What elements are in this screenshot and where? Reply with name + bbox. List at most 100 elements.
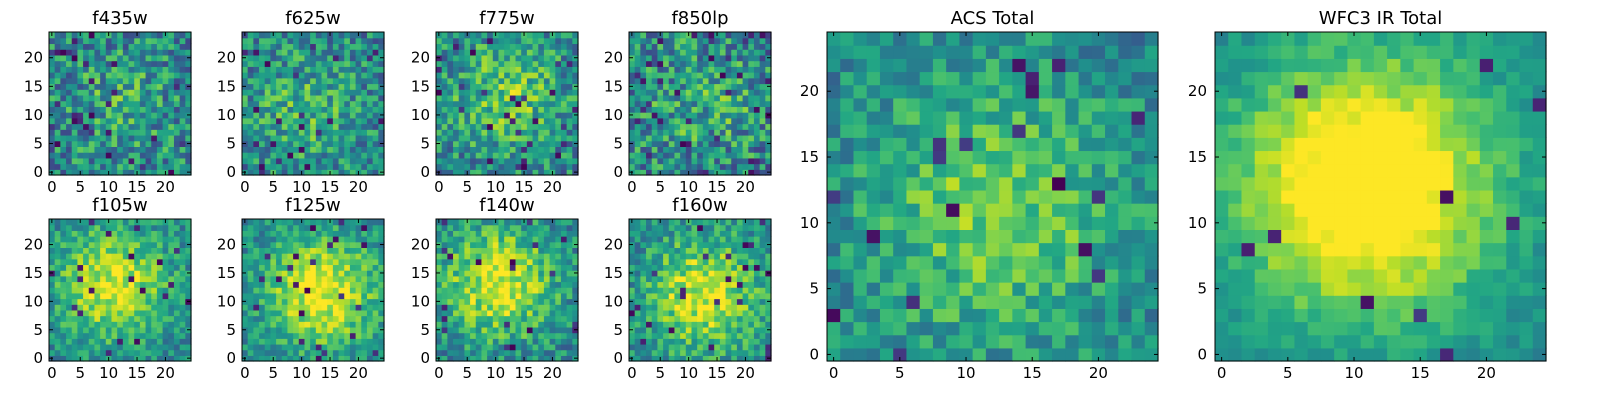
heatmap-cell [327, 253, 334, 260]
heatmap-cell [765, 89, 772, 96]
heatmap-cell [100, 123, 107, 130]
heatmap-cell [293, 163, 300, 170]
heatmap-cell [691, 287, 698, 294]
heatmap-cell [566, 349, 573, 356]
heatmap-cell [629, 349, 636, 356]
heatmap-cell [100, 152, 107, 159]
heatmap-cell [151, 117, 158, 125]
heatmap-cell [361, 224, 368, 231]
heatmap-cell [287, 253, 294, 260]
heatmap-cell [685, 106, 693, 113]
heatmap-cell [100, 72, 107, 79]
heatmap-cell [640, 60, 647, 67]
heatmap-cell [560, 66, 568, 73]
heatmap-cell [338, 163, 345, 170]
heatmap-cell [708, 326, 715, 334]
heatmap-cell [651, 157, 658, 165]
heatmap-cell [458, 140, 465, 147]
heatmap-cell [668, 326, 676, 334]
heatmap-cell [145, 94, 152, 102]
heatmap-cell [117, 275, 124, 283]
heatmap-cell [276, 270, 283, 277]
heatmap-cell [504, 309, 511, 317]
heatmap-cell [629, 100, 636, 107]
heatmap-cell [287, 281, 294, 288]
heatmap-cell [361, 77, 368, 85]
heatmap-cell [281, 152, 289, 159]
x-tick-label: 15 [514, 364, 533, 382]
heatmap-cell [139, 77, 147, 85]
heatmap-cell [117, 338, 124, 345]
heatmap-cell [100, 169, 107, 176]
heatmap-cell [731, 60, 738, 67]
heatmap-cell [83, 332, 90, 339]
heatmap-cell [298, 298, 306, 305]
heatmap-cell [338, 83, 345, 90]
heatmap-cell [441, 230, 448, 237]
heatmap-cell [315, 281, 323, 288]
heatmap-cell [151, 270, 158, 277]
heatmap-cell [470, 224, 477, 231]
heatmap-cell [509, 275, 517, 283]
heatmap-cell [736, 60, 744, 67]
heatmap-cell [504, 43, 511, 50]
heatmap-cell [736, 77, 744, 85]
heatmap-cell [77, 60, 84, 67]
heatmap-cell [470, 230, 477, 237]
heatmap-cell [492, 60, 500, 67]
heatmap-cell [685, 163, 693, 170]
heatmap-cell [49, 49, 56, 56]
heatmap-cell [134, 338, 141, 345]
heatmap-cell [549, 72, 556, 79]
heatmap-cell [139, 54, 147, 62]
heatmap-cell [60, 152, 67, 159]
heatmap-cell [128, 281, 135, 288]
heatmap-cell [151, 72, 158, 79]
heatmap-cell [464, 117, 471, 125]
heatmap-cell [247, 134, 254, 142]
heatmap-cell [566, 343, 573, 351]
heatmap-cell [77, 152, 84, 159]
heatmap-cell [105, 94, 113, 102]
heatmap-cell [293, 54, 300, 62]
heatmap-cell [492, 264, 500, 271]
heatmap-cell [327, 230, 334, 237]
heatmap-cell [111, 49, 118, 56]
heatmap-cell [156, 157, 164, 165]
heatmap-cell [742, 326, 749, 334]
heatmap-cell [327, 54, 334, 62]
heatmap-cell [100, 66, 107, 73]
heatmap-cell [128, 163, 135, 170]
heatmap-cell [447, 309, 454, 317]
heatmap-cell [378, 129, 385, 136]
heatmap-cell [441, 326, 448, 334]
heatmap-cell [100, 219, 107, 226]
heatmap-cell [242, 224, 249, 231]
heatmap-cell [66, 298, 73, 305]
heatmap-cell [173, 37, 181, 45]
heatmap-cell [264, 123, 271, 130]
heatmap-cell [128, 219, 135, 226]
heatmap-cell [492, 163, 500, 170]
heatmap-cell [83, 106, 90, 113]
heatmap-cell [753, 140, 761, 147]
heatmap-cell [453, 343, 460, 351]
heatmap-cell [378, 321, 385, 328]
heatmap-cell [555, 100, 562, 107]
heatmap-cell [179, 60, 186, 67]
heatmap-cell [259, 43, 266, 50]
heatmap-cell [134, 224, 141, 231]
heatmap-cell [366, 112, 374, 119]
heatmap-cell [719, 140, 727, 147]
heatmap-cell [168, 230, 175, 237]
heatmap-cell [162, 258, 169, 266]
heatmap-cell [555, 169, 562, 176]
heatmap-cell [151, 349, 158, 356]
heatmap-cell [702, 117, 710, 125]
heatmap-cell [748, 326, 755, 334]
heatmap-cell [731, 304, 738, 311]
heatmap-cell [651, 281, 658, 288]
heatmap-cell [549, 123, 556, 130]
heatmap-cell [71, 100, 78, 107]
heatmap-cell [719, 134, 727, 142]
